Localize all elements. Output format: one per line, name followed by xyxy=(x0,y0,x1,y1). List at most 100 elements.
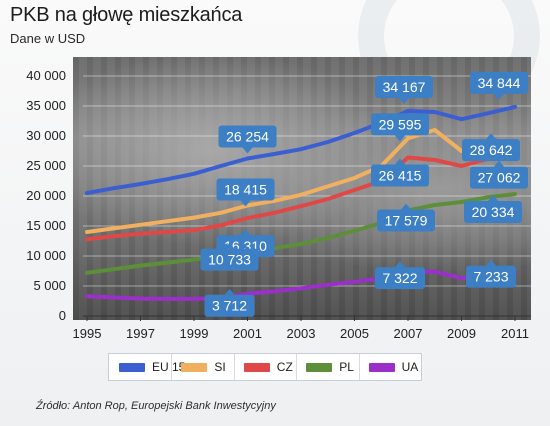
data-label-text: 26 415 xyxy=(379,168,422,184)
data-label-pointer xyxy=(486,259,496,266)
source-note: Źródło: Anton Rop, Europejski Bank Inwes… xyxy=(36,400,276,412)
legend-swatch xyxy=(119,362,145,372)
data-label-pointer xyxy=(242,147,253,154)
data-label-text: 34 844 xyxy=(478,75,521,91)
data-label-pointer xyxy=(395,261,405,268)
legend-label: UA xyxy=(401,360,419,374)
data-label-box xyxy=(200,248,259,271)
legend-separator xyxy=(296,354,298,380)
data-label-text: 28 642 xyxy=(470,142,513,158)
data-label-box xyxy=(470,166,528,189)
data-label: 20 334 xyxy=(464,194,522,223)
grid-lines xyxy=(83,75,531,317)
legend-swatch xyxy=(306,362,333,372)
x-tick-label: 2011 xyxy=(501,326,529,341)
data-label-pointer xyxy=(494,93,504,100)
data-label-text: 18 415 xyxy=(224,182,267,198)
data-label: 34 167 xyxy=(375,75,433,104)
series-line-pl xyxy=(85,192,517,275)
legend-item-si: SI xyxy=(181,359,226,375)
data-label: 7 322 xyxy=(375,261,425,290)
data-label-pointer xyxy=(224,242,235,249)
chart-title: PKB na głowę mieszkańca xyxy=(10,4,243,26)
y-tick-label: 5 000 xyxy=(33,278,66,293)
data-label: 18 415 xyxy=(216,178,275,207)
y-tick-label: 10 000 xyxy=(26,248,66,263)
y-axis: 0 5 000 10 000 15 000 20 000 25 000 30 000 35 0… xyxy=(26,68,66,323)
y-tick-label: 30 000 xyxy=(26,128,66,143)
legend-swatch xyxy=(181,362,208,372)
x-tick-label: 1995 xyxy=(73,326,102,341)
legend-label: SI xyxy=(214,360,226,374)
data-label-pointer xyxy=(488,194,498,201)
data-label-box xyxy=(218,125,277,148)
y-tick-label: 25 000 xyxy=(26,158,66,173)
x-tick-label: 2001 xyxy=(233,326,262,341)
data-label-text: 26 254 xyxy=(226,128,269,144)
series-line-eu-15 xyxy=(85,104,517,195)
data-label-text: 17 579 xyxy=(385,213,428,229)
data-label-text: 34 167 xyxy=(383,79,426,95)
data-label: 7 233 xyxy=(466,259,516,288)
data-label-box xyxy=(464,200,522,223)
data-label: 29 595 xyxy=(371,113,429,142)
x-tick-label: 1997 xyxy=(126,326,155,341)
data-label: 34 844 xyxy=(470,71,528,100)
legend-swatch xyxy=(243,362,270,372)
series-line-si xyxy=(85,128,517,234)
data-label-box xyxy=(216,178,275,201)
data-label-text: 29 595 xyxy=(379,116,422,132)
legend-item-cz: CZ xyxy=(243,359,293,375)
data-label-pointer xyxy=(240,229,251,236)
data-label-pointer xyxy=(224,288,235,295)
data-label-text: 10 733 xyxy=(208,252,251,268)
data-label-box xyxy=(375,75,433,98)
data-label-text: 20 334 xyxy=(472,204,515,220)
series-lines xyxy=(85,104,517,301)
y-tick-label: 40 000 xyxy=(26,68,66,83)
data-label-pointer xyxy=(401,203,411,210)
x-tick-label: 2007 xyxy=(394,326,423,341)
data-label-pointer xyxy=(240,200,251,207)
chart-subtitle: Dane w USD xyxy=(10,31,86,46)
data-label-box xyxy=(204,294,255,317)
data-label: 17 579 xyxy=(377,203,435,232)
legend-label: PL xyxy=(339,360,354,374)
data-label-box xyxy=(375,267,425,290)
data-label-pointer xyxy=(494,160,504,167)
data-label-text: 7 233 xyxy=(473,269,508,285)
y-tick-label: 20 000 xyxy=(26,188,66,203)
x-tick-label: 2005 xyxy=(340,326,369,341)
data-label-box xyxy=(377,209,435,232)
x-tick-label: 2009 xyxy=(447,326,476,341)
data-label: 27 062 xyxy=(470,160,528,189)
data-label-box xyxy=(470,71,528,94)
data-label-box xyxy=(462,139,520,162)
y-tick-label: 15 000 xyxy=(26,218,66,233)
data-label-box xyxy=(371,113,429,136)
legend: EU 15 SI CZ PL UA xyxy=(108,353,422,381)
data-label: 28 642 xyxy=(462,133,520,162)
data-label: 26 254 xyxy=(218,125,277,154)
data-label-text: 7 322 xyxy=(382,270,417,286)
series-line-cz xyxy=(85,151,517,242)
data-label: 3 712 xyxy=(204,288,255,317)
x-tick-label: 1999 xyxy=(180,326,209,341)
legend-label: EU 15 xyxy=(152,360,186,374)
data-label-pointer xyxy=(399,97,409,104)
y-tick-label: 35 000 xyxy=(26,98,66,113)
data-label-box xyxy=(466,265,516,288)
legend-separator xyxy=(358,354,360,380)
data-label-pointer xyxy=(395,135,405,142)
legend-separator xyxy=(171,354,173,380)
legend-label: CZ xyxy=(276,360,293,374)
legend-item-eu-15: EU 15 xyxy=(119,359,185,375)
x-axis: 1995 1997 1999 2001 2003 2005 2007 2009 2011 xyxy=(73,315,531,341)
data-label-pointer xyxy=(486,133,496,140)
data-label-text: 27 062 xyxy=(478,170,521,186)
legend-swatch xyxy=(368,362,395,372)
data-label: 26 415 xyxy=(371,158,429,187)
x-tick-label: 2003 xyxy=(287,326,316,341)
